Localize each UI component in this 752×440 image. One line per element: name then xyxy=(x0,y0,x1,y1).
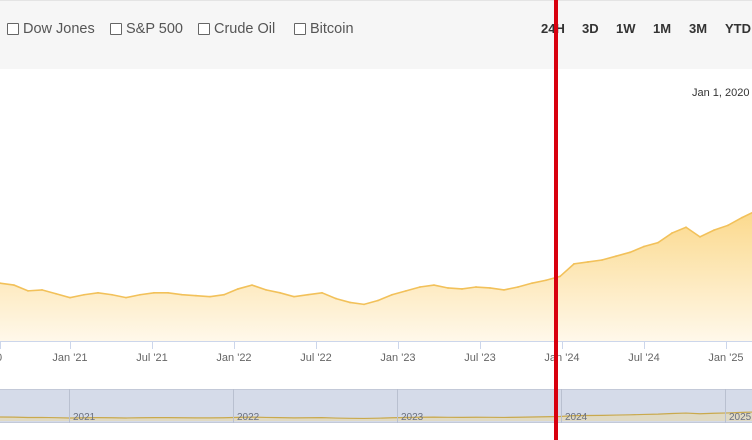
data-point xyxy=(83,293,85,296)
data-point xyxy=(629,251,631,254)
range-24h-button[interactable]: 24H xyxy=(541,21,565,36)
data-point xyxy=(545,279,547,282)
compare-dow-jones-label: Dow Jones xyxy=(23,21,95,37)
data-point xyxy=(671,232,673,234)
x-tick-label: Jan '21 xyxy=(52,352,87,364)
navigator-area xyxy=(0,412,752,421)
data-point xyxy=(97,291,99,294)
data-point xyxy=(195,294,197,297)
data-point xyxy=(251,284,253,286)
compare-bitcoin-label: Bitcoin xyxy=(310,21,354,37)
data-point xyxy=(111,293,113,296)
compare-crude-oil-checkbox[interactable]: Crude Oil xyxy=(198,20,275,38)
data-point xyxy=(181,293,183,296)
data-point xyxy=(237,288,239,290)
checkbox-icon[interactable] xyxy=(7,23,19,35)
compare-crude-oil-label: Crude Oil xyxy=(214,21,276,37)
checkbox-icon[interactable] xyxy=(110,23,122,35)
x-tick-label: Jan '22 xyxy=(216,352,251,364)
navigator-tick-label: 2021 xyxy=(73,412,96,423)
data-point xyxy=(125,296,127,299)
range-1w-button[interactable]: 1W xyxy=(616,21,636,36)
data-point xyxy=(27,289,29,292)
data-point xyxy=(433,284,435,286)
navigator-tick-label: 2022 xyxy=(237,412,260,423)
compare-bitcoin-checkbox[interactable]: Bitcoin xyxy=(294,20,354,38)
data-point xyxy=(293,295,295,298)
x-tick-label: 0 xyxy=(0,352,2,364)
data-point xyxy=(559,275,561,278)
data-point xyxy=(41,289,43,291)
data-point xyxy=(391,293,393,296)
tooltip-date: Jan 1, 2020 xyxy=(692,87,750,99)
x-tick-label: Jul '24 xyxy=(628,352,659,364)
data-point xyxy=(335,297,337,300)
range-ytd-button[interactable]: YTD xyxy=(725,21,751,36)
data-point xyxy=(685,226,687,229)
data-point xyxy=(713,229,715,232)
x-tick-label: Jul '22 xyxy=(300,352,331,364)
data-point xyxy=(307,293,309,296)
compare-sp500-label: S&P 500 xyxy=(126,21,183,37)
data-point xyxy=(517,286,519,288)
data-point xyxy=(405,289,407,292)
data-point xyxy=(139,293,141,296)
data-point xyxy=(489,287,491,289)
navigator-tick-label: 2025 xyxy=(729,412,752,423)
data-point xyxy=(573,262,575,265)
data-point xyxy=(601,259,603,261)
data-point xyxy=(167,291,169,294)
x-tick-label: Jan '23 xyxy=(380,352,415,364)
data-point xyxy=(475,286,477,288)
data-point xyxy=(209,295,211,298)
data-point xyxy=(69,296,71,299)
checkbox-icon[interactable] xyxy=(198,23,210,35)
data-point xyxy=(13,284,15,286)
chart-toolbar: Dow Jones S&P 500 Crude Oil Bitcoin 24H … xyxy=(0,0,752,69)
data-point xyxy=(461,288,463,290)
range-3d-button[interactable]: 3D xyxy=(582,21,599,36)
data-point xyxy=(349,301,351,304)
data-point xyxy=(0,282,1,285)
checkbox-icon[interactable] xyxy=(294,23,306,35)
data-point xyxy=(531,282,533,285)
red-marker-line xyxy=(554,0,558,440)
data-point xyxy=(279,291,281,294)
data-point xyxy=(615,255,617,258)
data-point xyxy=(153,291,155,294)
range-3m-button[interactable]: 3M xyxy=(689,21,708,36)
data-point xyxy=(377,299,379,302)
data-point xyxy=(321,291,323,294)
data-point xyxy=(587,261,589,263)
data-point xyxy=(699,235,701,238)
range-1m-button[interactable]: 1M xyxy=(653,21,672,36)
data-point xyxy=(363,303,365,306)
navigator-tick-label: 2024 xyxy=(565,412,588,423)
compare-sp500-checkbox[interactable]: S&P 500 xyxy=(110,20,183,38)
x-tick-label: Jul '21 xyxy=(136,352,167,364)
x-tick-label: Jul '23 xyxy=(464,352,495,364)
x-tick-label: Jan '25 xyxy=(708,352,743,364)
x-tick-label: Jan '24 xyxy=(544,352,579,364)
data-point xyxy=(265,289,267,291)
data-point xyxy=(503,289,505,291)
data-point xyxy=(55,292,57,295)
data-point xyxy=(741,216,743,219)
data-point xyxy=(643,245,645,248)
data-point xyxy=(447,287,449,289)
navigator-tick-label: 2023 xyxy=(401,412,424,423)
compare-dow-jones-checkbox[interactable]: Dow Jones xyxy=(7,20,95,38)
price-area xyxy=(0,212,752,341)
data-point xyxy=(657,241,659,244)
data-point xyxy=(419,286,421,288)
navigator-line xyxy=(0,411,752,420)
data-point xyxy=(727,224,729,227)
data-point xyxy=(223,293,225,296)
